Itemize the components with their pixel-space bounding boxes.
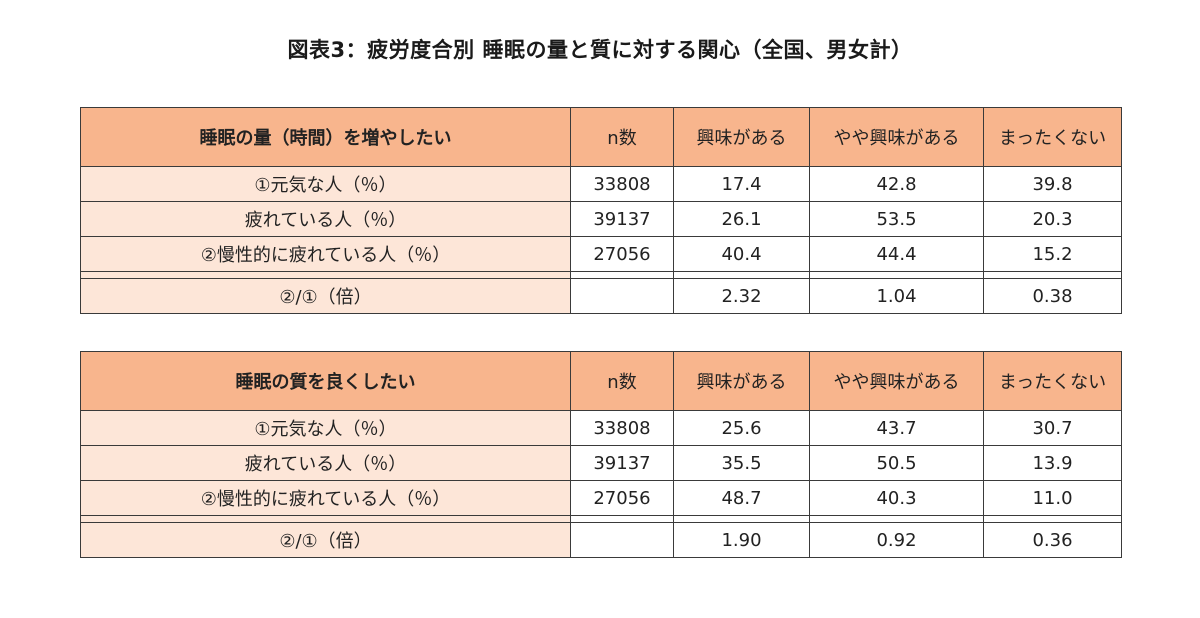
cell-somewhat-interested: 50.5 xyxy=(809,445,984,481)
row-label: ②慢性的に疲れている人（％） xyxy=(80,236,571,272)
sleep-quality-table: 睡眠の質を良くしたい n数 興味がある やや興味がある まったくない ①元気な人… xyxy=(80,351,1122,558)
spacer-cell xyxy=(809,271,984,279)
ratio-label: ②/①（倍） xyxy=(80,522,571,558)
cell-n: 33808 xyxy=(570,410,674,446)
cell-somewhat-interested: 42.8 xyxy=(809,166,984,202)
cell-somewhat-interested: 44.4 xyxy=(809,236,984,272)
cell-not-interested: 13.9 xyxy=(983,445,1122,481)
spacer-cell xyxy=(80,515,571,523)
column-header-n: n数 xyxy=(570,351,674,411)
cell-interested: 35.5 xyxy=(673,445,810,481)
table-row: 疲れている人（％） 39137 26.1 53.5 20.3 xyxy=(80,201,1122,237)
cell-n xyxy=(570,522,674,558)
cell-n: 27056 xyxy=(570,236,674,272)
spacer-cell xyxy=(570,515,674,523)
spacer-row xyxy=(80,271,1122,279)
spacer-cell xyxy=(673,271,810,279)
cell-not-interested: 0.38 xyxy=(983,278,1122,314)
spacer-row xyxy=(80,515,1122,523)
cell-not-interested: 39.8 xyxy=(983,166,1122,202)
cell-interested: 26.1 xyxy=(673,201,810,237)
cell-somewhat-interested: 1.04 xyxy=(809,278,984,314)
spacer-cell xyxy=(983,271,1122,279)
cell-n: 39137 xyxy=(570,201,674,237)
cell-n: 27056 xyxy=(570,480,674,516)
sleep-quantity-table: 睡眠の量（時間）を増やしたい n数 興味がある やや興味がある まったくない ①… xyxy=(80,107,1122,314)
cell-n: 39137 xyxy=(570,445,674,481)
spacer-cell xyxy=(809,515,984,523)
cell-not-interested: 11.0 xyxy=(983,480,1122,516)
table-row: ②慢性的に疲れている人（％） 27056 48.7 40.3 11.0 xyxy=(80,480,1122,516)
row-label: 疲れている人（％） xyxy=(80,445,571,481)
row-label: 疲れている人（％） xyxy=(80,201,571,237)
spacer-cell xyxy=(983,515,1122,523)
table-row: 疲れている人（％） 39137 35.5 50.5 13.9 xyxy=(80,445,1122,481)
column-header-interested: 興味がある xyxy=(673,351,810,411)
spacer-cell xyxy=(673,515,810,523)
cell-n xyxy=(570,278,674,314)
cell-interested: 2.32 xyxy=(673,278,810,314)
cell-not-interested: 30.7 xyxy=(983,410,1122,446)
column-header-interested: 興味がある xyxy=(673,107,810,167)
cell-somewhat-interested: 43.7 xyxy=(809,410,984,446)
row-label: ①元気な人（％） xyxy=(80,166,571,202)
table-header-row: 睡眠の質を良くしたい n数 興味がある やや興味がある まったくない xyxy=(80,351,1122,411)
cell-somewhat-interested: 53.5 xyxy=(809,201,984,237)
cell-not-interested: 0.36 xyxy=(983,522,1122,558)
cell-interested: 48.7 xyxy=(673,480,810,516)
cell-not-interested: 15.2 xyxy=(983,236,1122,272)
cell-interested: 1.90 xyxy=(673,522,810,558)
row-label: ①元気な人（％） xyxy=(80,410,571,446)
table-header-row: 睡眠の量（時間）を増やしたい n数 興味がある やや興味がある まったくない xyxy=(80,107,1122,167)
ratio-row: ②/①（倍） 1.90 0.92 0.36 xyxy=(80,522,1122,558)
cell-interested: 25.6 xyxy=(673,410,810,446)
spacer-cell xyxy=(570,271,674,279)
table-title-cell: 睡眠の量（時間）を増やしたい xyxy=(80,107,571,167)
cell-not-interested: 20.3 xyxy=(983,201,1122,237)
table-row: ①元気な人（％） 33808 17.4 42.8 39.8 xyxy=(80,166,1122,202)
cell-interested: 40.4 xyxy=(673,236,810,272)
cell-somewhat-interested: 40.3 xyxy=(809,480,984,516)
table-row: ①元気な人（％） 33808 25.6 43.7 30.7 xyxy=(80,410,1122,446)
ratio-row: ②/①（倍） 2.32 1.04 0.38 xyxy=(80,278,1122,314)
column-header-not-interested: まったくない xyxy=(983,351,1122,411)
row-label: ②慢性的に疲れている人（％） xyxy=(80,480,571,516)
column-header-not-interested: まったくない xyxy=(983,107,1122,167)
table-title-cell: 睡眠の質を良くしたい xyxy=(80,351,571,411)
cell-somewhat-interested: 0.92 xyxy=(809,522,984,558)
spacer-cell xyxy=(80,271,571,279)
page-title: 図表3：疲労度合別 睡眠の量と質に対する関心（全国、男女計） xyxy=(287,38,913,62)
cell-interested: 17.4 xyxy=(673,166,810,202)
ratio-label: ②/①（倍） xyxy=(80,278,571,314)
column-header-somewhat-interested: やや興味がある xyxy=(809,107,984,167)
table-row: ②慢性的に疲れている人（％） 27056 40.4 44.4 15.2 xyxy=(80,236,1122,272)
column-header-n: n数 xyxy=(570,107,674,167)
column-header-somewhat-interested: やや興味がある xyxy=(809,351,984,411)
cell-n: 33808 xyxy=(570,166,674,202)
